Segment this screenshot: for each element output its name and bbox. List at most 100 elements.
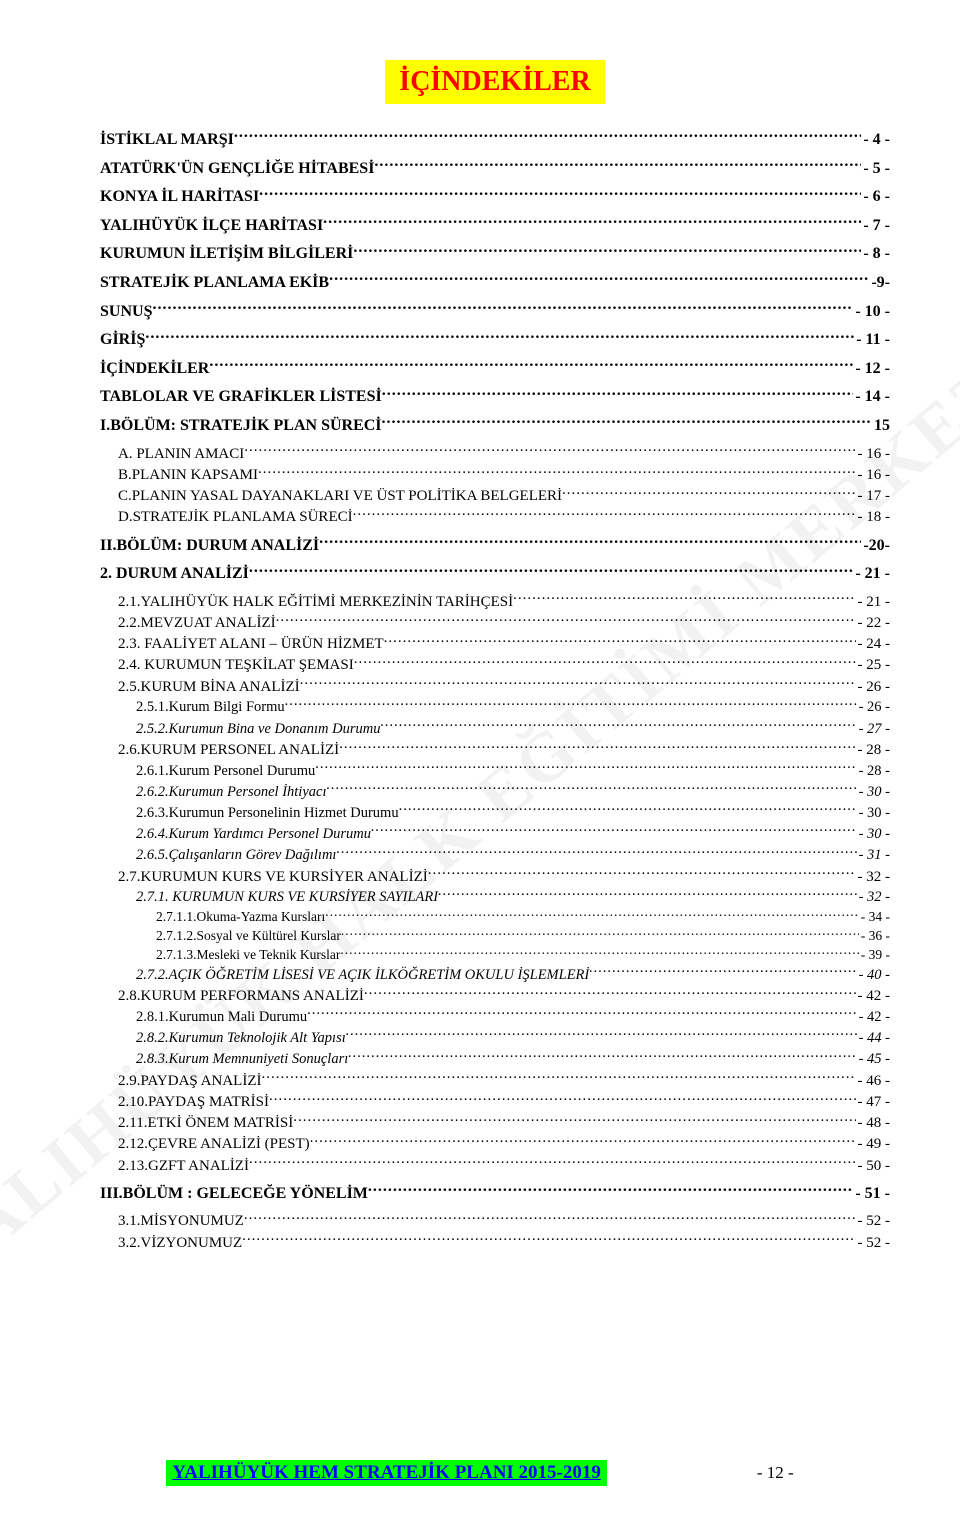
toc-entry: 2.2.MEVZUAT ANALİZİ- 22 - xyxy=(100,612,890,633)
toc-entry: 2.6.2.Kurumun Personel İhtiyacı- 30 - xyxy=(100,781,890,802)
toc-leader-dots xyxy=(293,1112,855,1127)
toc-label: 2.5.1.Kurum Bilgi Formu xyxy=(136,698,285,718)
toc-label: SUNUŞ xyxy=(100,301,152,323)
toc-entry: 2. DURUM ANALİZİ- 21 - xyxy=(100,562,890,585)
toc-entry: İÇİNDEKİLER- 12 - xyxy=(100,357,890,380)
toc-entry: 2.7.1. KURUMUN KURS VE KURSİYER SAYILARI… xyxy=(100,887,890,908)
toc-label: A. PLANIN AMACI xyxy=(118,444,244,464)
toc-entry: ATATÜRK'ÜN GENÇLİĞE HİTABESİ- 5 - xyxy=(100,157,890,180)
toc-page-number: - 7 - xyxy=(861,215,890,237)
toc-page-number: - 4 - xyxy=(861,129,890,151)
toc-leader-dots xyxy=(589,964,856,979)
toc-page-number: - 14 - xyxy=(853,386,890,408)
toc-page-number: - 51 - xyxy=(853,1183,890,1205)
toc-entry: 2.8.2.Kurumun Teknolojik Alt Yapısı- 44 … xyxy=(100,1028,890,1049)
toc-entry: 2.6.KURUM PERSONEL ANALİZİ- 28 - xyxy=(100,739,890,760)
toc-leader-dots xyxy=(382,414,872,430)
toc-leader-dots xyxy=(145,328,854,344)
toc-leader-dots xyxy=(374,157,861,173)
toc-label: 2.8.KURUM PERFORMANS ANALİZİ xyxy=(118,986,364,1006)
toc-page-number: - 39 - xyxy=(859,946,890,964)
toc-label: 2.2.MEVZUAT ANALİZİ xyxy=(118,613,276,633)
toc-entry: 2.12.ÇEVRE ANALİZİ (PEST)- 49 - xyxy=(100,1133,890,1154)
toc-leader-dots xyxy=(382,385,854,401)
toc-label: 2.5.2.Kurumun Bina ve Donanım Durumu xyxy=(136,720,380,740)
toc-page-number: - 10 - xyxy=(853,301,890,323)
toc-page-number: - 28 - xyxy=(856,740,891,760)
toc-entry: YALIHÜYÜK İLÇE HARİTASI- 7 - xyxy=(100,214,890,237)
toc-entry: 2.6.1.Kurum Personel Durumu- 28 - xyxy=(100,760,890,781)
footer: YALIHÜYÜK HEM STRATEJİK PLANI 2015-2019 … xyxy=(0,1460,960,1486)
toc-leader-dots xyxy=(368,1182,853,1198)
toc-entry: A. PLANIN AMACI- 16 - xyxy=(100,443,890,464)
toc-entry: I.BÖLÜM: STRATEJİK PLAN SÜRECİ 15 xyxy=(100,414,890,437)
toc-page-number: - 36 - xyxy=(859,927,890,945)
toc-label: TABLOLAR VE GRAFİKLER LİSTESİ xyxy=(100,386,382,408)
toc-leader-dots xyxy=(307,1006,856,1021)
toc-label: 2.9.PAYDAŞ ANALİZİ xyxy=(118,1071,262,1091)
toc-leader-dots xyxy=(329,271,869,287)
toc-page-number: 15 xyxy=(872,415,890,437)
toc-entry: II.BÖLÜM: DURUM ANALİZİ-20- xyxy=(100,534,890,557)
toc-entry: 2.9.PAYDAŞ ANALİZİ- 46 - xyxy=(100,1070,890,1091)
toc-leader-dots xyxy=(513,591,855,606)
toc-entry: 2.6.5.Çalışanların Görev Dağılımı- 31 - xyxy=(100,845,890,866)
toc-leader-dots xyxy=(438,887,857,902)
toc-label: I.BÖLÜM: STRATEJİK PLAN SÜRECİ xyxy=(100,415,382,437)
toc-label: 2.7.2.AÇIK ÖĞRETİM LİSESİ VE AÇIK İLKÖĞR… xyxy=(136,966,589,986)
toc-leader-dots xyxy=(348,1049,856,1064)
toc-entry: 2.7.1.2.Sosyal ve Kültürel Kurslar - 36 - xyxy=(100,927,890,946)
toc-leader-dots xyxy=(249,1155,856,1170)
toc-label: 2.7.1.1.Okuma-Yazma Kursları xyxy=(156,908,325,926)
toc-entry: 2.7.1.1.Okuma-Yazma Kursları- 34 - xyxy=(100,908,890,927)
footer-page-number: - 12 - xyxy=(757,1463,794,1483)
toc-leader-dots xyxy=(259,185,861,201)
toc-page-number: - 30 - xyxy=(857,804,890,824)
toc-page-number: - 30 - xyxy=(857,825,890,845)
toc-label: 2.3. FAALİYET ALANI – ÜRÜN HİZMET xyxy=(118,634,384,654)
toc-page-number: - 32 - xyxy=(856,867,891,887)
toc-leader-dots xyxy=(310,1133,856,1148)
toc-entry: İSTİKLAL MARŞI - 4 - xyxy=(100,128,890,151)
toc-entry: TABLOLAR VE GRAFİKLER LİSTESİ - 14 - xyxy=(100,385,890,408)
toc-leader-dots xyxy=(384,633,856,648)
toc-entry: 2.7.KURUMUN KURS VE KURSİYER ANALİZİ - 32… xyxy=(100,866,890,887)
toc-leader-dots xyxy=(276,612,856,627)
toc-page-number: - 40 - xyxy=(857,966,890,986)
toc-list: İSTİKLAL MARŞI - 4 - ATATÜRK'ÜN GENÇLİĞE H… xyxy=(100,128,890,1253)
toc-label: 2.13.GZFT ANALİZİ xyxy=(118,1156,249,1176)
toc-leader-dots xyxy=(336,845,856,860)
toc-label: İÇİNDEKİLER xyxy=(100,358,209,380)
toc-entry: 3.1.MİSYONUMUZ- 52 - xyxy=(100,1210,890,1231)
toc-leader-dots xyxy=(315,760,856,775)
toc-label: KURUMUN İLETİŞİM BİLGİLERİ xyxy=(100,243,353,265)
toc-entry: B.PLANIN KAPSAMI- 16 - xyxy=(100,464,890,485)
toc-entry: 2.11.ETKİ ÖNEM MATRİSİ- 48 - xyxy=(100,1112,890,1133)
toc-page-number: - 24 - xyxy=(856,634,891,654)
toc-leader-dots xyxy=(325,908,859,922)
toc-entry: STRATEJİK PLANLAMA EKİB-9- xyxy=(100,271,890,294)
toc-page-number: - 44 - xyxy=(857,1029,890,1049)
toc-label: 2.7.1.2.Sosyal ve Kültürel Kurslar xyxy=(156,927,341,945)
toc-entry: SUNUŞ - 10 - xyxy=(100,300,890,323)
toc-entry: 3.2.VİZYONUMUZ- 52 - xyxy=(100,1232,890,1253)
toc-label: 2.6.3.Kurumun Personelinin Hizmet Durumu xyxy=(136,804,399,824)
toc-leader-dots xyxy=(152,300,853,316)
toc-page-number: - 50 - xyxy=(856,1156,891,1176)
toc-label: 2.7.1.3.Mesleki ve Teknik Kurslar xyxy=(156,946,340,964)
toc-leader-dots xyxy=(341,927,859,941)
toc-entry: 2.1.YALIHÜYÜK HALK EĞİTİMİ MERKEZİNİN TA… xyxy=(100,591,890,612)
toc-label: 2.7.KURUMUN KURS VE KURSİYER ANALİZİ xyxy=(118,867,428,887)
toc-label: C.PLANIN YASAL DAYANAKLARI VE ÜST POLİTİ… xyxy=(118,486,562,506)
toc-page-number: - 47 - xyxy=(856,1092,891,1112)
toc-leader-dots xyxy=(323,214,861,230)
toc-label: II.BÖLÜM: DURUM ANALİZİ xyxy=(100,535,319,557)
toc-entry: 2.5.KURUM BİNA ANALİZİ- 26 - xyxy=(100,676,890,697)
toc-label: 2.12.ÇEVRE ANALİZİ (PEST) xyxy=(118,1134,310,1154)
toc-entry: C.PLANIN YASAL DAYANAKLARI VE ÜST POLİTİ… xyxy=(100,485,890,506)
toc-entry: 2.6.3.Kurumun Personelinin Hizmet Durumu… xyxy=(100,802,890,823)
toc-page-number: -9- xyxy=(869,272,890,294)
toc-label: İSTİKLAL MARŞI xyxy=(100,129,234,151)
toc-entry: D.STRATEJİK PLANLAMA SÜRECİ- 18 - xyxy=(100,506,890,527)
toc-page-number: - 42 - xyxy=(856,986,891,1006)
